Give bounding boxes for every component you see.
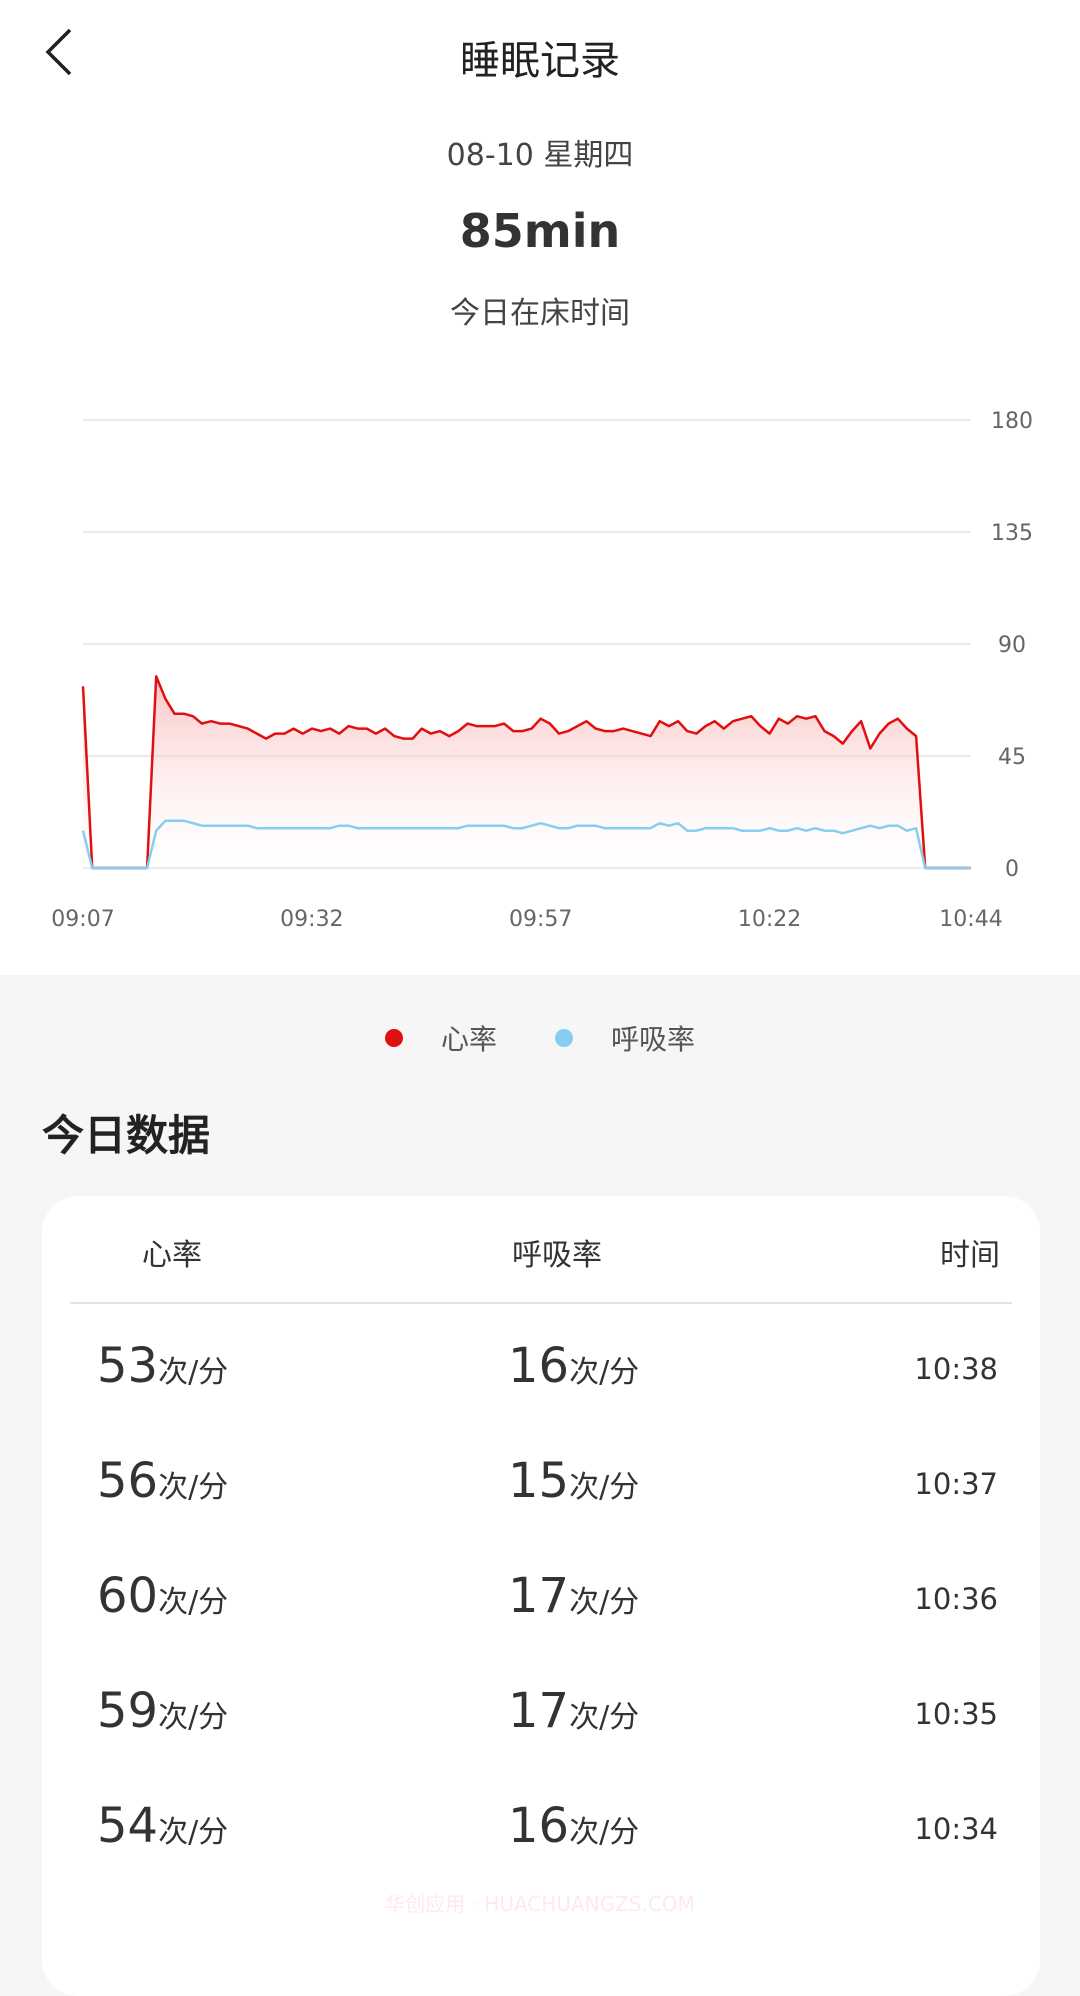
table-row: 60次/分 17次/分 10:36 [42,1568,1040,1648]
table-row: 56次/分 15次/分 10:37 [42,1453,1040,1533]
col-header-time: 时间 [940,1238,1000,1273]
series-line-1 [81,819,971,870]
hr-value: 53次/分 [97,1338,228,1394]
rr-number: 15 [508,1453,570,1509]
date-label: 08-10 星期四 [446,138,634,173]
rr-number: 16 [508,1798,570,1854]
duration-value: 85min [459,204,621,258]
legend-label: 心率 [440,1023,497,1056]
time-value: 10:36 [914,1582,998,1616]
hr-number: 60 [97,1568,159,1624]
x-tick-label: 09:57 [509,907,572,932]
rr-number: 17 [508,1568,570,1624]
unit: 次/分 [158,1355,229,1390]
time-value: 10:38 [914,1352,998,1386]
legend-label: 呼吸率 [611,1023,696,1056]
unit: 次/分 [569,1815,640,1850]
rr-value: 17次/分 [508,1683,639,1739]
hr-number: 54 [97,1798,159,1854]
hr-value: 59次/分 [97,1683,228,1739]
y-tick-label: 90 [998,633,1026,658]
table-row: 54次/分 16次/分 10:34 [42,1798,1040,1878]
back-button[interactable] [36,22,96,82]
unit: 次/分 [569,1355,640,1390]
page-title: 睡眠记录 [460,38,620,84]
table-row: 53次/分 16次/分 10:38 [42,1338,1040,1418]
hr-number: 53 [97,1338,159,1394]
time-value: 10:34 [914,1812,998,1846]
x-tick-label: 09:07 [51,907,114,932]
duration-label: 今日在床时间 [450,296,630,331]
x-tick-label: 10:22 [738,907,801,932]
legend-item-hr: 心率 [384,1018,497,1058]
y-tick-label: 45 [998,745,1026,770]
rr-number: 17 [508,1683,570,1739]
legend-item-rr: 呼吸率 [555,1018,695,1058]
unit: 次/分 [158,1815,229,1850]
y-tick-label: 0 [1005,857,1019,882]
col-header-hr: 心率 [142,1238,202,1273]
hr-value: 60次/分 [97,1568,228,1624]
unit: 次/分 [569,1470,640,1505]
y-tick-label: 180 [991,409,1033,434]
x-tick-label: 10:44 [939,907,1002,932]
rr-value: 16次/分 [508,1798,639,1854]
unit: 次/分 [569,1700,640,1735]
col-header-rr: 呼吸率 [512,1238,602,1273]
table-row: 59次/分 17次/分 10:35 [42,1683,1040,1763]
rr-value: 16次/分 [508,1338,639,1394]
rr-value: 17次/分 [508,1568,639,1624]
chevron-left-icon [45,28,72,76]
unit: 次/分 [158,1470,229,1505]
hr-number: 56 [97,1453,159,1509]
series-area [83,676,971,868]
data-table: 心率 呼吸率 时间 53次/分 16次/分 10:38 56次/分 15次/分 1… [42,1196,1040,1996]
chart-legend: 心率 呼吸率 [0,1018,1080,1058]
unit: 次/分 [158,1700,229,1735]
time-value: 10:37 [914,1467,998,1501]
y-tick-label: 135 [991,521,1033,546]
series-line-0 [81,675,971,870]
hr-number: 59 [97,1683,159,1739]
hr-value: 54次/分 [97,1798,228,1854]
rr-value: 15次/分 [508,1453,639,1509]
section-title: 今日数据 [42,1111,211,1160]
red-dot-icon [384,1029,403,1047]
blue-dot-icon [555,1029,573,1047]
watermark: 华创应用 · HUACHUANGZS.COM [385,1892,695,1916]
unit: 次/分 [569,1585,640,1620]
divider [70,1302,1012,1304]
sleep-chart: 0 45 90 135 180 09:07 09:32 09:57 10:22 10:44 [51,409,1033,932]
unit: 次/分 [158,1585,229,1620]
rr-number: 16 [508,1338,570,1394]
x-tick-label: 09:32 [280,907,343,932]
hr-value: 56次/分 [97,1453,228,1509]
time-value: 10:35 [914,1697,998,1731]
